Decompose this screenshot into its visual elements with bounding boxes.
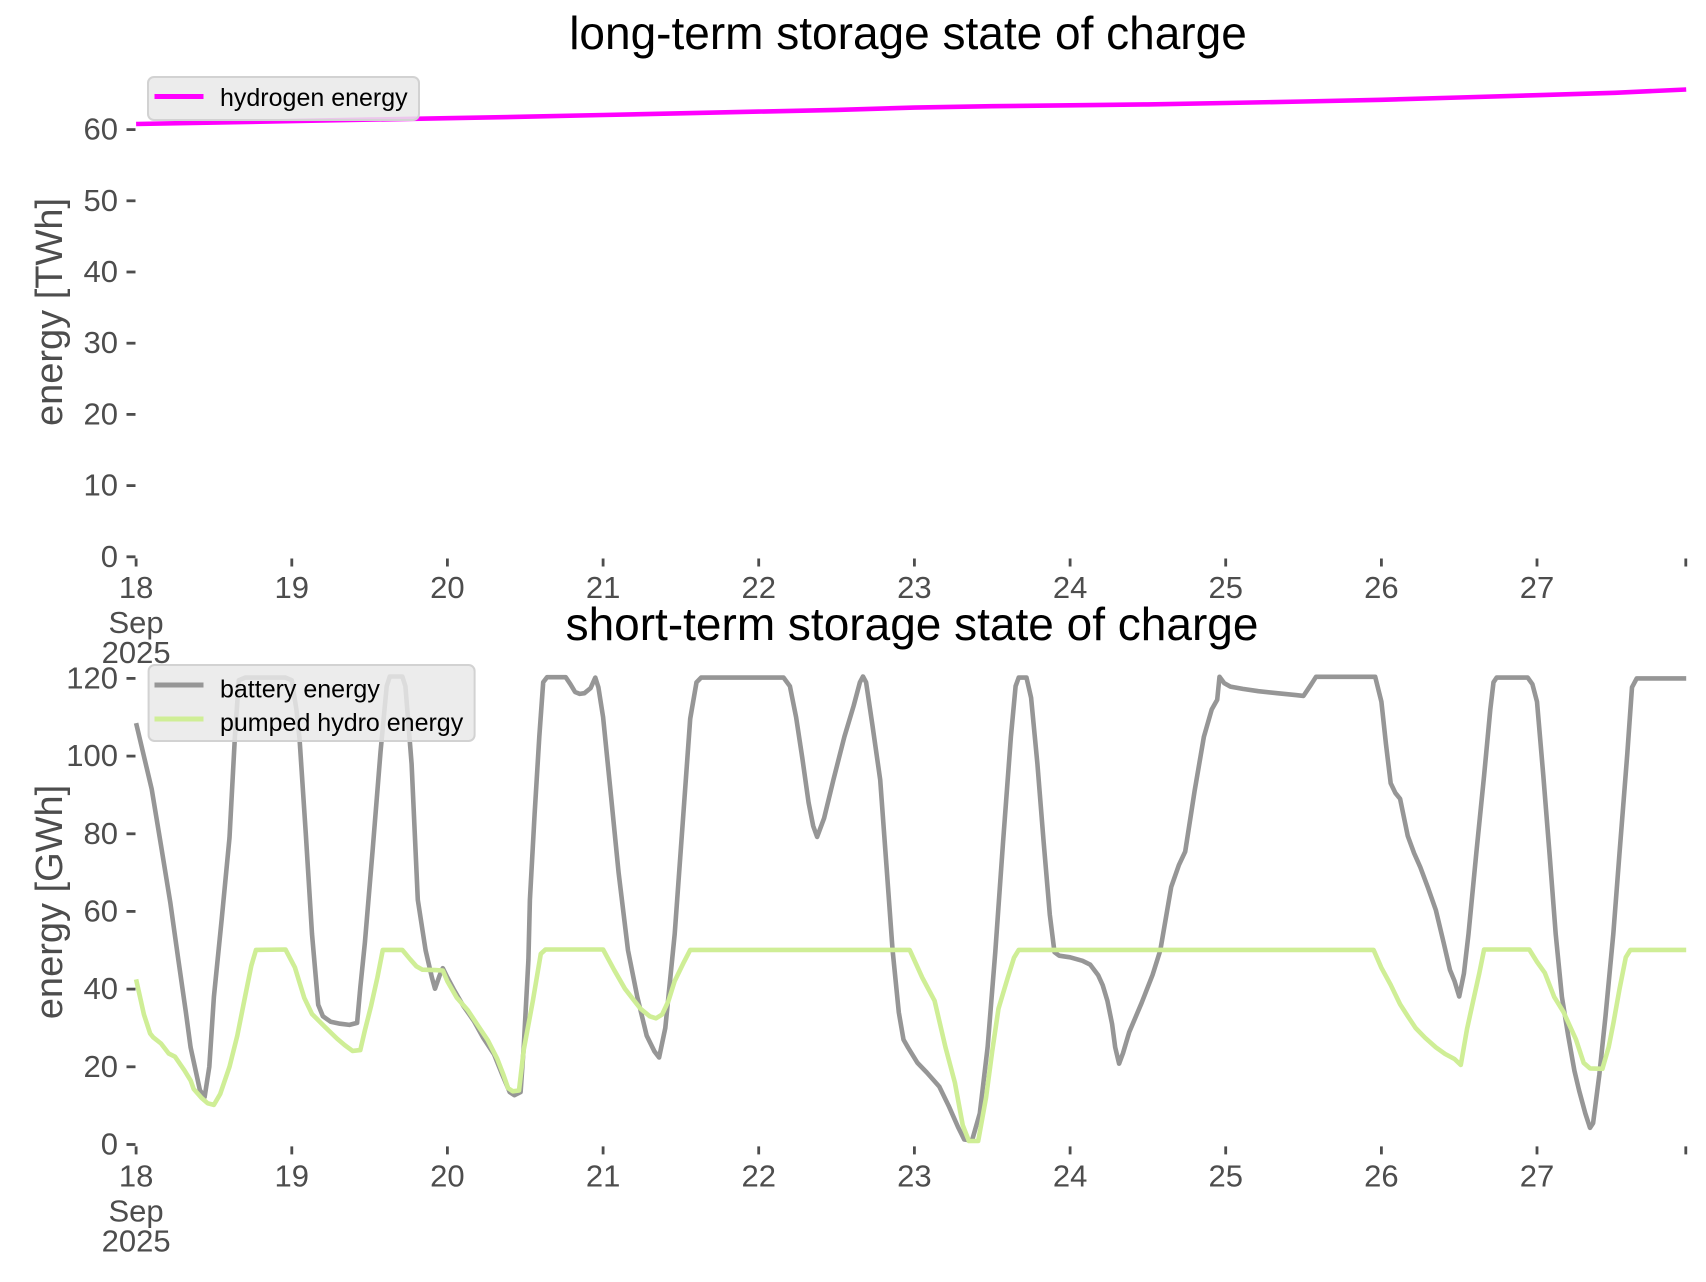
svg-text:Sep: Sep [109,1194,164,1229]
svg-text:battery energy: battery energy [220,675,380,703]
svg-text:23: 23 [897,1159,931,1194]
svg-text:Sep: Sep [109,605,164,640]
svg-text:100: 100 [66,738,118,773]
svg-text:short-term storage state of ch: short-term storage state of charge [566,598,1259,650]
svg-text:2025: 2025 [102,1224,171,1259]
svg-text:0: 0 [101,539,118,574]
svg-text:26: 26 [1364,1159,1398,1194]
svg-text:80: 80 [84,816,118,851]
svg-text:energy [TWh]: energy [TWh] [29,198,71,426]
svg-text:19: 19 [275,1159,309,1194]
svg-text:40: 40 [84,254,118,289]
svg-text:19: 19 [275,570,309,605]
svg-text:40: 40 [84,971,118,1006]
svg-text:25: 25 [1208,1159,1242,1194]
svg-text:20: 20 [84,1049,118,1084]
svg-text:20: 20 [430,570,464,605]
svg-text:10: 10 [84,468,118,503]
svg-text:18: 18 [119,570,153,605]
svg-text:23: 23 [897,570,931,605]
svg-text:20: 20 [84,396,118,431]
svg-text:energy [GWh]: energy [GWh] [29,785,71,1019]
svg-text:22: 22 [741,570,775,605]
svg-text:21: 21 [586,570,620,605]
svg-text:18: 18 [119,1159,153,1194]
svg-text:60: 60 [84,893,118,928]
svg-text:27: 27 [1520,570,1554,605]
svg-text:25: 25 [1208,570,1242,605]
svg-text:50: 50 [84,183,118,218]
svg-text:26: 26 [1364,570,1398,605]
svg-text:120: 120 [66,660,118,695]
svg-text:60: 60 [84,112,118,147]
svg-text:24: 24 [1053,570,1087,605]
svg-text:hydrogen energy: hydrogen energy [220,84,408,112]
svg-text:21: 21 [586,1159,620,1194]
svg-text:27: 27 [1520,1159,1554,1194]
svg-text:long-term storage state of cha: long-term storage state of charge [569,7,1247,59]
svg-text:0: 0 [101,1127,118,1162]
svg-text:30: 30 [84,325,118,360]
svg-text:24: 24 [1053,1159,1087,1194]
svg-text:pumped hydro energy: pumped hydro energy [220,709,464,737]
svg-text:22: 22 [741,1159,775,1194]
svg-text:20: 20 [430,1159,464,1194]
